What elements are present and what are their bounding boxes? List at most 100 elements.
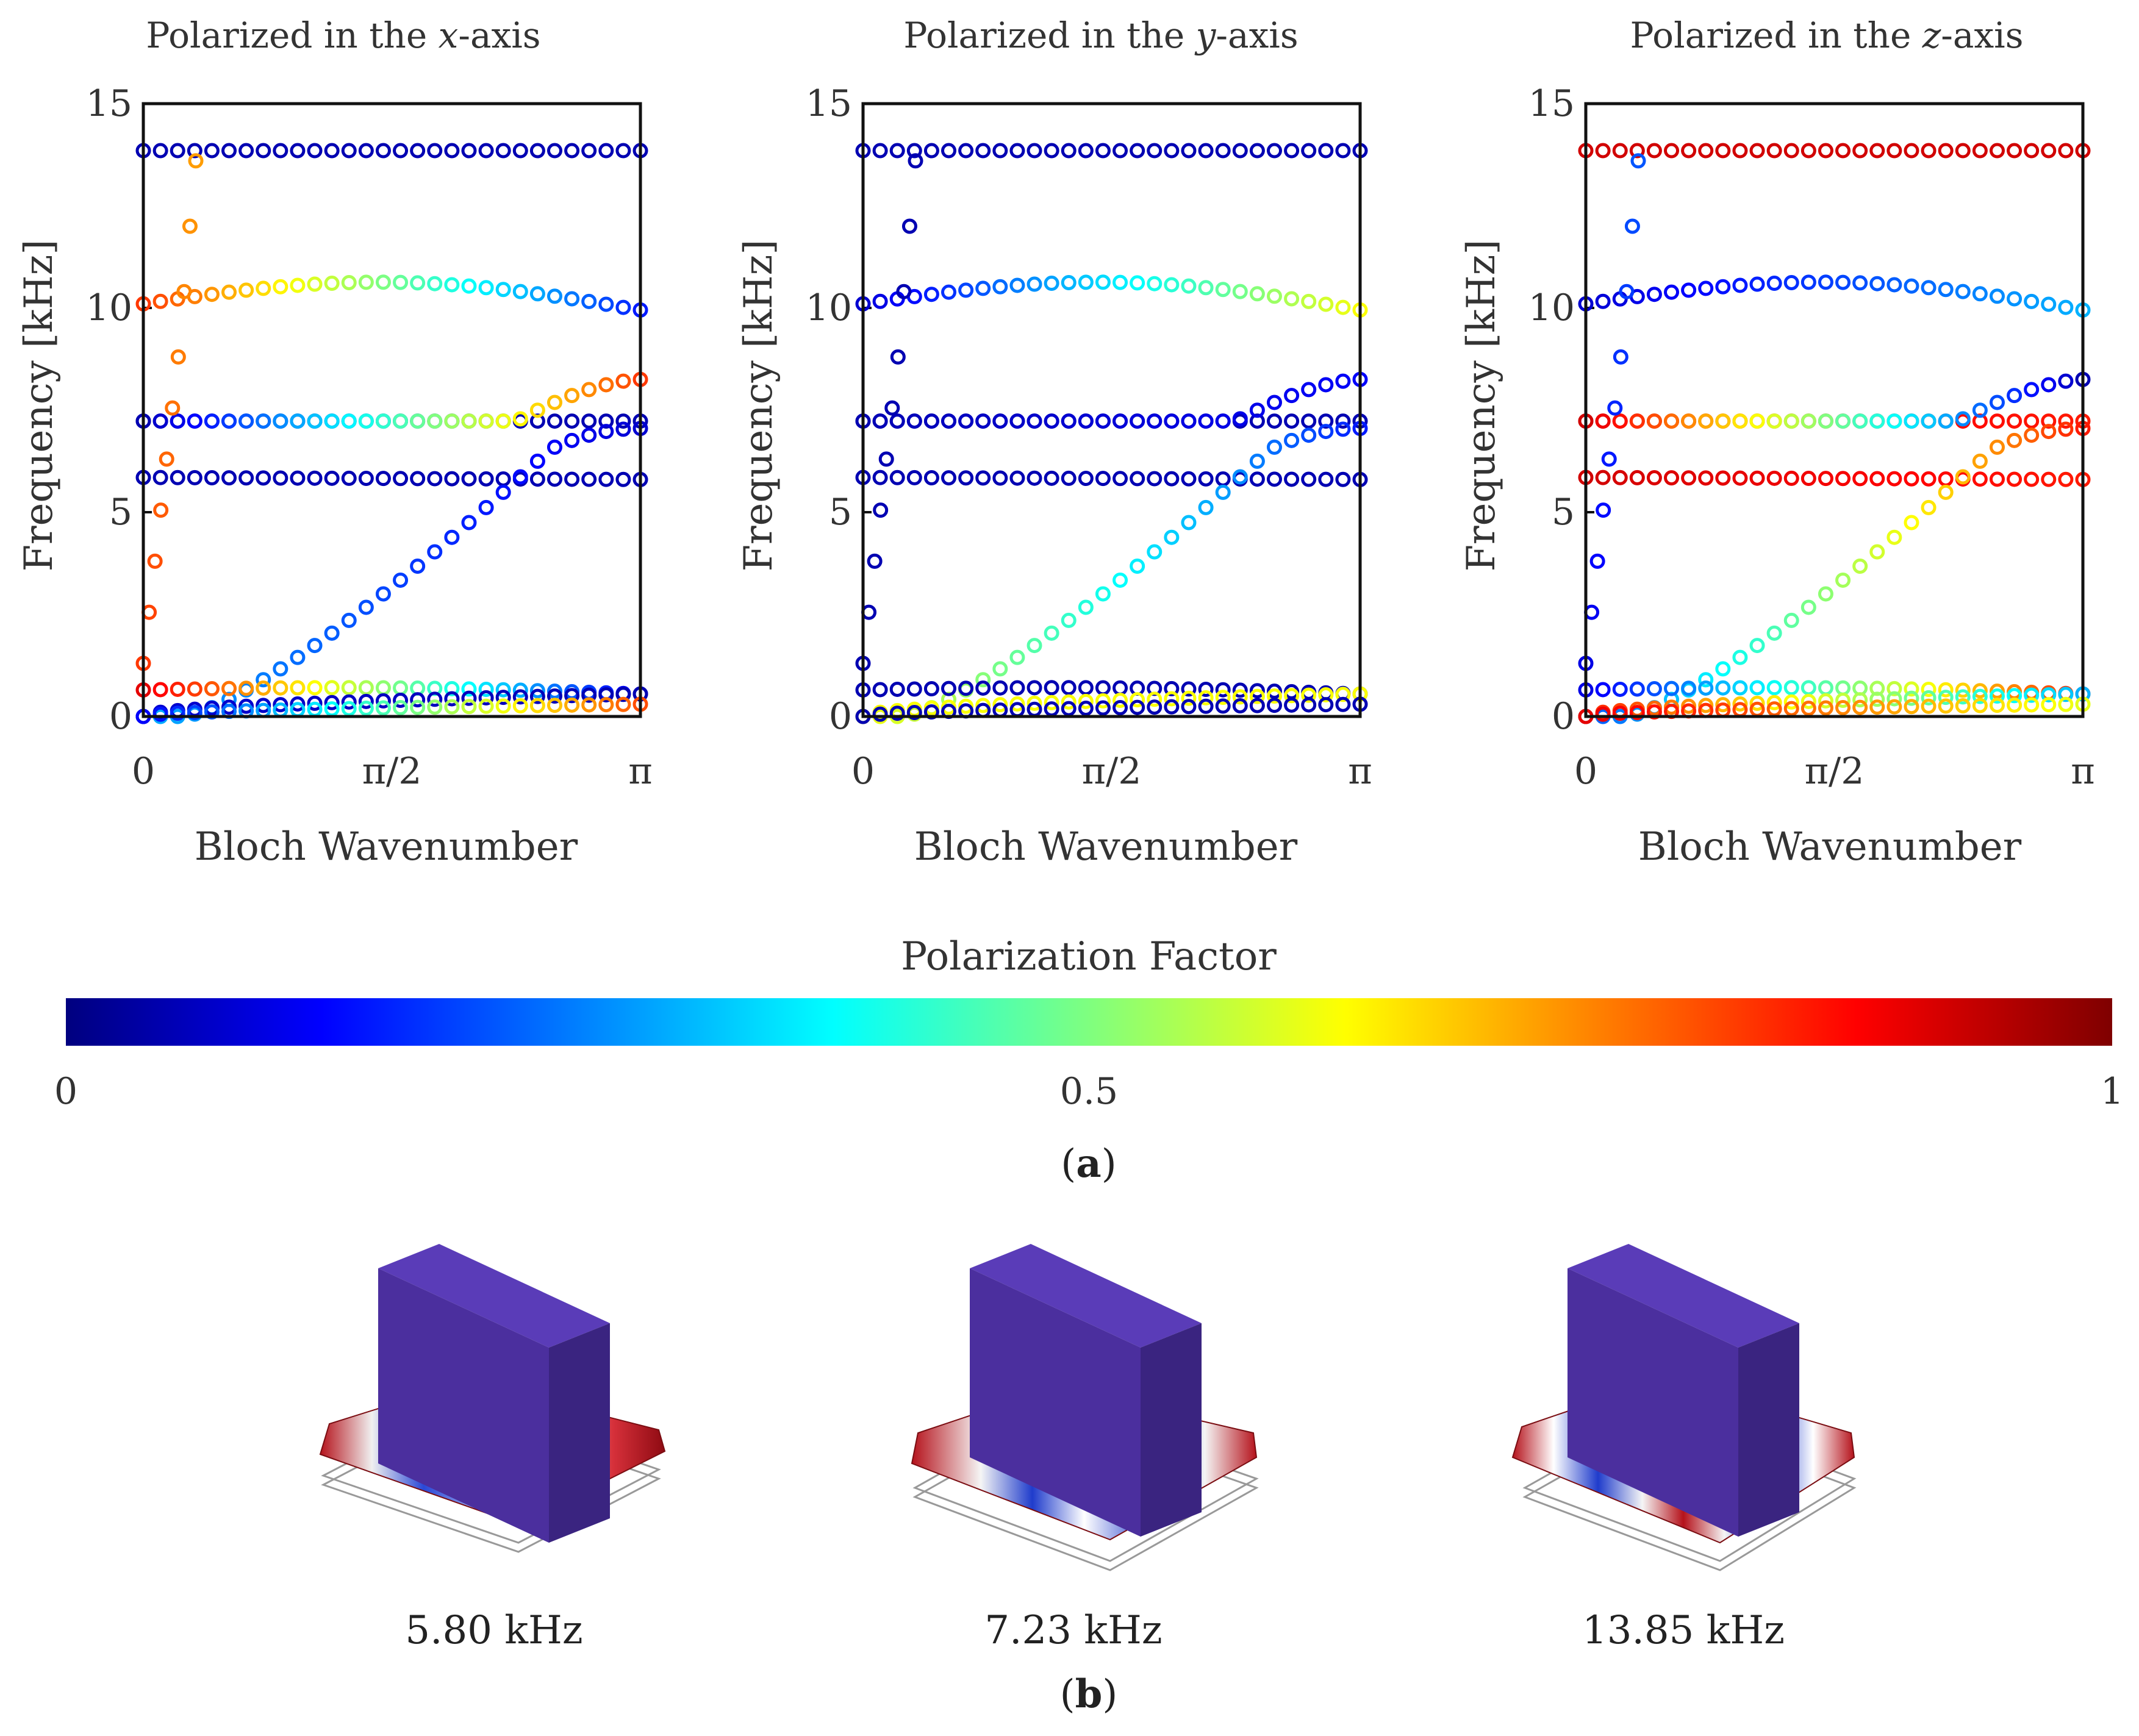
band-point: [2058, 413, 2074, 429]
band-point: [1835, 680, 1851, 696]
band-point: [598, 424, 614, 440]
band-point: [256, 413, 271, 429]
band-point: [1955, 698, 1971, 713]
band-point: [1904, 471, 1919, 487]
band-point: [1612, 681, 1628, 697]
band-point: [1164, 143, 1180, 159]
band-point: [1232, 698, 1248, 713]
band-point: [2007, 143, 2023, 159]
band-point: [889, 413, 905, 429]
band-point: [1181, 699, 1197, 715]
band-point: [1198, 280, 1214, 296]
band-point: [1732, 649, 1748, 665]
band-point: [1904, 413, 1919, 429]
band-point: [1698, 698, 1714, 713]
band-point: [872, 413, 888, 429]
plot-frame-y: [861, 102, 1362, 718]
band-point: [1044, 625, 1059, 641]
band-point: [204, 413, 220, 429]
band-point: [1715, 470, 1731, 486]
band-point: [529, 453, 545, 469]
band-point: [273, 697, 288, 713]
band-point: [1852, 143, 1868, 159]
band-point: [358, 680, 374, 696]
band-point: [2024, 687, 2040, 703]
band-point: [1198, 690, 1214, 705]
block-side: [1738, 1323, 1799, 1537]
band-point: [444, 413, 460, 429]
band-point: [1904, 515, 1919, 530]
band-point: [872, 706, 888, 722]
band-point: [546, 688, 562, 704]
band-point: [170, 349, 186, 365]
band-point: [1198, 499, 1214, 515]
band-point: [1232, 689, 1248, 705]
band-point: [1783, 274, 1799, 290]
band-point: [1681, 413, 1697, 429]
band-point: [176, 284, 192, 299]
x-tick-label: π/2: [1805, 750, 1865, 793]
band-point: [923, 470, 939, 486]
band-point: [512, 411, 528, 427]
band-point: [1852, 275, 1868, 291]
band-point: [1681, 470, 1697, 486]
band-point: [1318, 143, 1334, 159]
band-point: [1061, 680, 1077, 696]
band-point: [1198, 413, 1214, 429]
band-point: [341, 694, 357, 710]
band-point: [1800, 701, 1816, 716]
band-point: [495, 698, 511, 714]
band-point: [1904, 699, 1919, 715]
band-point: [1972, 143, 1988, 159]
band-point: [393, 143, 409, 159]
band-point: [1284, 432, 1300, 448]
x-tick-label: π/2: [1082, 750, 1142, 793]
band-point: [1266, 395, 1282, 410]
band-point: [1818, 700, 1833, 716]
band-point: [1646, 287, 1662, 302]
band-point: [324, 625, 340, 641]
colorbar-tick-label: 0: [54, 1070, 77, 1113]
band-point: [1904, 690, 1919, 706]
band-point: [1266, 698, 1282, 713]
band-point: [1818, 693, 1833, 709]
band-point: [375, 700, 391, 716]
y-axis-label-y: Frequency [kHz]: [736, 240, 781, 572]
band-point: [1335, 696, 1351, 712]
band-point: [1027, 470, 1042, 486]
band-point: [1607, 400, 1623, 416]
band-point: [1284, 388, 1300, 404]
band-point: [581, 471, 597, 487]
band-point: [1646, 681, 1662, 697]
band-point: [444, 277, 460, 293]
band-point: [1646, 470, 1662, 486]
band-point: [152, 682, 168, 698]
band-point: [1766, 470, 1782, 486]
band-point: [1164, 699, 1180, 715]
band-point: [1989, 698, 2005, 713]
band-point: [1698, 672, 1714, 688]
band-point: [1301, 427, 1317, 443]
band-point: [410, 699, 426, 715]
band-point: [564, 432, 580, 448]
band-point: [290, 680, 306, 696]
band-point: [1044, 695, 1059, 710]
band-point: [427, 143, 443, 159]
band-point: [1715, 143, 1731, 159]
band-point: [1027, 638, 1042, 654]
band-point: [1972, 286, 1988, 302]
band-point: [204, 704, 220, 720]
band-point: [1130, 471, 1145, 487]
band-point: [872, 143, 888, 159]
band-point: [1681, 698, 1697, 714]
band-point: [1027, 413, 1042, 429]
band-point: [889, 681, 905, 697]
band-point: [187, 705, 202, 721]
band-point: [238, 680, 254, 696]
band-point: [1232, 411, 1248, 427]
band-point: [1800, 599, 1816, 615]
y-tick-label: 0: [829, 695, 852, 738]
band-point: [1198, 682, 1214, 698]
band-point: [1044, 470, 1059, 486]
